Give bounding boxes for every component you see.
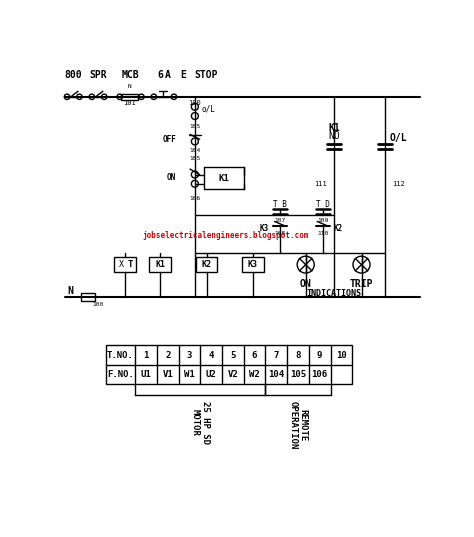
- Text: OFF: OFF: [163, 135, 176, 144]
- Text: 100: 100: [188, 100, 201, 106]
- Text: K3: K3: [260, 224, 269, 233]
- Text: A: A: [165, 70, 171, 80]
- Bar: [106, 345, 352, 384]
- Text: STOP: STOP: [195, 70, 218, 80]
- Text: K1: K1: [219, 173, 230, 183]
- Text: K2: K2: [201, 260, 211, 269]
- Text: o/L: o/L: [202, 105, 216, 114]
- Text: 104: 104: [268, 370, 284, 379]
- Bar: [196, 257, 218, 272]
- Text: 106: 106: [189, 196, 201, 201]
- Text: 112: 112: [392, 181, 405, 187]
- Text: 108: 108: [274, 230, 286, 236]
- Text: T D: T D: [316, 200, 330, 209]
- Text: O/L: O/L: [390, 133, 408, 143]
- Text: 105: 105: [290, 370, 306, 379]
- Text: 106: 106: [311, 370, 328, 379]
- Text: 8: 8: [295, 351, 301, 360]
- Text: 105: 105: [189, 156, 201, 161]
- Text: T: T: [128, 260, 133, 269]
- Bar: [149, 257, 171, 272]
- Text: K1: K1: [328, 122, 340, 133]
- Text: 101: 101: [123, 100, 136, 106]
- Text: 111: 111: [314, 181, 327, 187]
- Text: 100: 100: [92, 302, 104, 307]
- Text: W2: W2: [249, 370, 260, 379]
- Text: X: X: [119, 260, 124, 269]
- Text: ON: ON: [167, 173, 176, 182]
- Text: 110: 110: [317, 230, 328, 236]
- Text: T.NO.: T.NO.: [107, 351, 134, 360]
- Text: 4: 4: [209, 351, 214, 360]
- Text: 1: 1: [143, 351, 149, 360]
- Bar: [242, 257, 264, 272]
- Text: 109: 109: [317, 218, 328, 223]
- Text: 3: 3: [187, 351, 192, 360]
- Text: K1: K1: [155, 260, 165, 269]
- Text: N: N: [67, 286, 73, 296]
- Text: jobselectricalengineers.blogspot.com: jobselectricalengineers.blogspot.com: [143, 231, 309, 240]
- Text: MCB: MCB: [122, 70, 139, 80]
- Text: 9: 9: [317, 351, 322, 360]
- Text: REMOTE
OPERATION: REMOTE OPERATION: [288, 401, 308, 449]
- Text: 6: 6: [252, 351, 257, 360]
- Text: 6: 6: [157, 70, 163, 80]
- Text: T B: T B: [273, 200, 287, 209]
- Text: ON: ON: [300, 279, 311, 289]
- Text: N: N: [128, 83, 132, 89]
- Text: K3: K3: [248, 260, 258, 269]
- Text: SPR: SPR: [89, 70, 107, 80]
- Bar: [121, 93, 138, 100]
- Text: 105: 105: [189, 124, 201, 128]
- Text: E: E: [180, 70, 186, 80]
- Text: 10: 10: [336, 351, 346, 360]
- Text: 7: 7: [273, 351, 279, 360]
- Text: K2: K2: [334, 224, 343, 233]
- Bar: [114, 257, 136, 272]
- Text: 5: 5: [230, 351, 236, 360]
- Text: U2: U2: [206, 370, 217, 379]
- Text: 2: 2: [165, 351, 171, 360]
- Text: V2: V2: [228, 370, 238, 379]
- Text: NO: NO: [328, 131, 340, 141]
- Text: U1: U1: [141, 370, 151, 379]
- Text: 104: 104: [189, 148, 201, 153]
- Text: 25 HP SD
MOTOR: 25 HP SD MOTOR: [191, 401, 210, 444]
- Text: 107: 107: [274, 218, 286, 223]
- Text: TRIP: TRIP: [350, 279, 373, 289]
- Text: INDICATIONS: INDICATIONS: [306, 288, 361, 297]
- Bar: [81, 293, 95, 301]
- Text: 800: 800: [64, 70, 82, 80]
- Text: V1: V1: [163, 370, 173, 379]
- Text: F.NO.: F.NO.: [107, 370, 134, 379]
- Text: W1: W1: [184, 370, 195, 379]
